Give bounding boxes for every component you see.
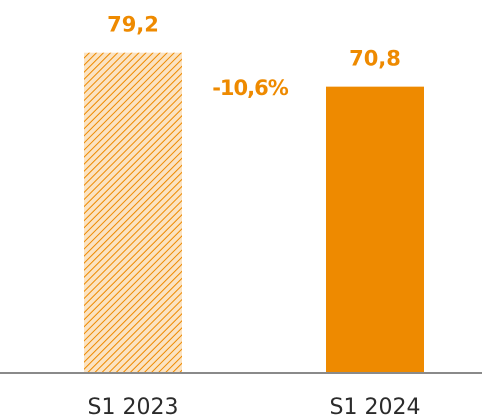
- x-tick-label: S1 2024: [330, 395, 421, 419]
- x-tick-label: S1 2023: [88, 395, 179, 419]
- bar: [326, 86, 424, 374]
- value-label: 79,2: [107, 13, 159, 37]
- change-annotation: -10,6%: [212, 76, 289, 100]
- value-label: 70,8: [349, 47, 401, 71]
- bar: [84, 52, 182, 374]
